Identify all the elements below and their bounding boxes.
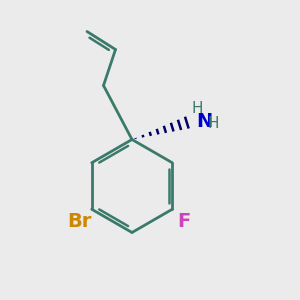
Text: N: N bbox=[196, 112, 212, 131]
Text: H: H bbox=[208, 116, 219, 130]
Text: Br: Br bbox=[67, 212, 91, 231]
Text: H: H bbox=[192, 101, 203, 116]
Text: F: F bbox=[177, 212, 190, 231]
